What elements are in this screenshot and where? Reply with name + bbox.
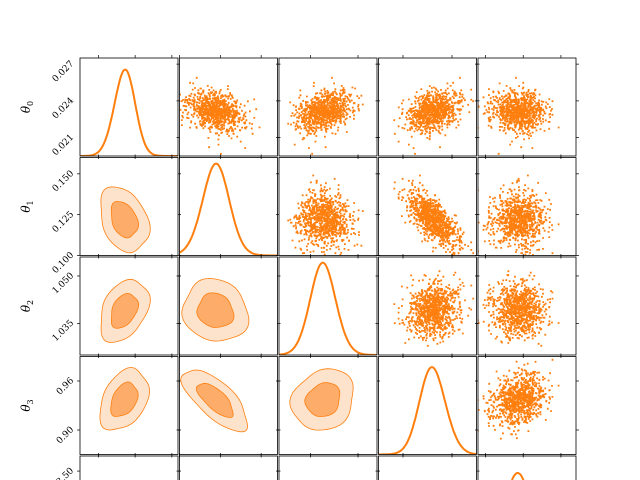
y-tick-label-4-2: 3.50 [55,466,76,480]
panel-frame-4-4 [477,455,577,480]
scatter-points-0-1 [179,76,261,155]
kde-curve-1 [179,162,278,256]
panel-1-4 [478,174,560,256]
panel-frame-1-3 [378,157,477,256]
panel-frame-0-4 [477,57,577,157]
panel-3-4 [478,358,560,440]
panel-frame-4-3 [378,455,477,480]
scatter-points-1-2 [287,174,364,256]
y-tick-label-1-2: 0.150 [51,169,76,194]
contour-inner-3-0 [110,381,139,417]
panel-0-0 [80,68,178,156]
y-tick-label-0-2: 0.027 [51,59,76,84]
panel-frame-0-0 [79,57,179,157]
panel-frame-2-2 [278,256,378,356]
kde-curve-3 [378,366,477,455]
panel-frame-3-2 [278,356,378,455]
panel-frame-3-4 [477,356,577,455]
panel-1-2 [287,174,364,256]
panel-1-1 [179,162,278,256]
y-tick-label-3-1: 0.96 [55,376,76,397]
panel-frame-1-2 [278,157,378,256]
panel-frame-1-4 [477,157,577,256]
panel-frame-4-1 [179,455,278,480]
scatter-points-2-4 [478,270,560,347]
panel-4-4 [510,472,525,480]
panel-frame-1-0 [79,157,179,256]
panel-0-4 [478,76,560,155]
panel-frame-1-1 [179,157,278,256]
scatter-points-1-3 [393,174,475,256]
kde-curve-2 [279,261,377,355]
panel-frame-4-2 [278,455,378,480]
scatter-points-0-4 [478,76,560,155]
panel-2-1 [181,278,250,342]
contour-inner-2-1 [196,292,235,328]
contour-inner-2-0 [111,292,140,329]
panel-3-0 [99,366,151,431]
panel-frame-2-1 [179,256,278,356]
y-tick-label-0-0: 0.021 [51,133,76,158]
contour-inner-3-1 [195,382,234,418]
contour-inner-1-0 [110,201,140,239]
panel-frame-3-3 [378,356,477,455]
panel-3-2 [289,368,354,431]
y-axis-label-3: θ3 [19,399,35,411]
panel-frame-0-1 [179,57,278,157]
y-axis-label-2: θ2 [19,300,35,312]
y-tick-label-2-0: 1.035 [51,318,76,343]
panel-1-3 [393,174,475,256]
panel-frame-4-0 [79,455,179,480]
y-tick-label-0-1: 0.024 [51,96,76,121]
panel-0-1 [179,76,261,155]
panel-3-1 [180,369,249,433]
panel-2-0 [100,278,151,343]
panel-3-3 [378,366,477,455]
panel-0-2 [287,76,364,155]
panel-0-3 [393,76,475,155]
panel-frame-0-3 [378,57,477,157]
scatter-points-1-4 [478,174,560,256]
kde-curve-4 [510,472,525,480]
panel-2-4 [478,270,560,347]
panel-frame-0-2 [278,57,378,157]
panel-2-3 [393,270,475,347]
panel-frame-2-0 [79,256,179,356]
scatter-points-3-4 [478,358,560,440]
contour-inner-3-2 [304,382,341,418]
panel-1-0 [100,186,151,254]
y-tick-label-1-1: 0.125 [51,210,76,235]
panel-2-2 [279,261,377,355]
y-axis-label-1: θ1 [19,200,35,212]
panel-frame-3-0 [79,356,179,455]
y-axis-label-0: θ0 [19,101,35,113]
panel-frame-2-4 [477,256,577,356]
panel-frame-2-3 [378,256,477,356]
y-tick-label-1-0: 0.100 [51,250,76,275]
scatter-points-0-2 [287,76,364,155]
y-tick-label-3-0: 0.90 [55,425,76,446]
y-tick-label-2-1: 1.050 [51,271,76,296]
scatter-points-0-3 [393,76,475,155]
panel-frame-3-1 [179,356,278,455]
scatter-points-2-3 [393,270,475,347]
kde-curve-0 [80,68,178,156]
